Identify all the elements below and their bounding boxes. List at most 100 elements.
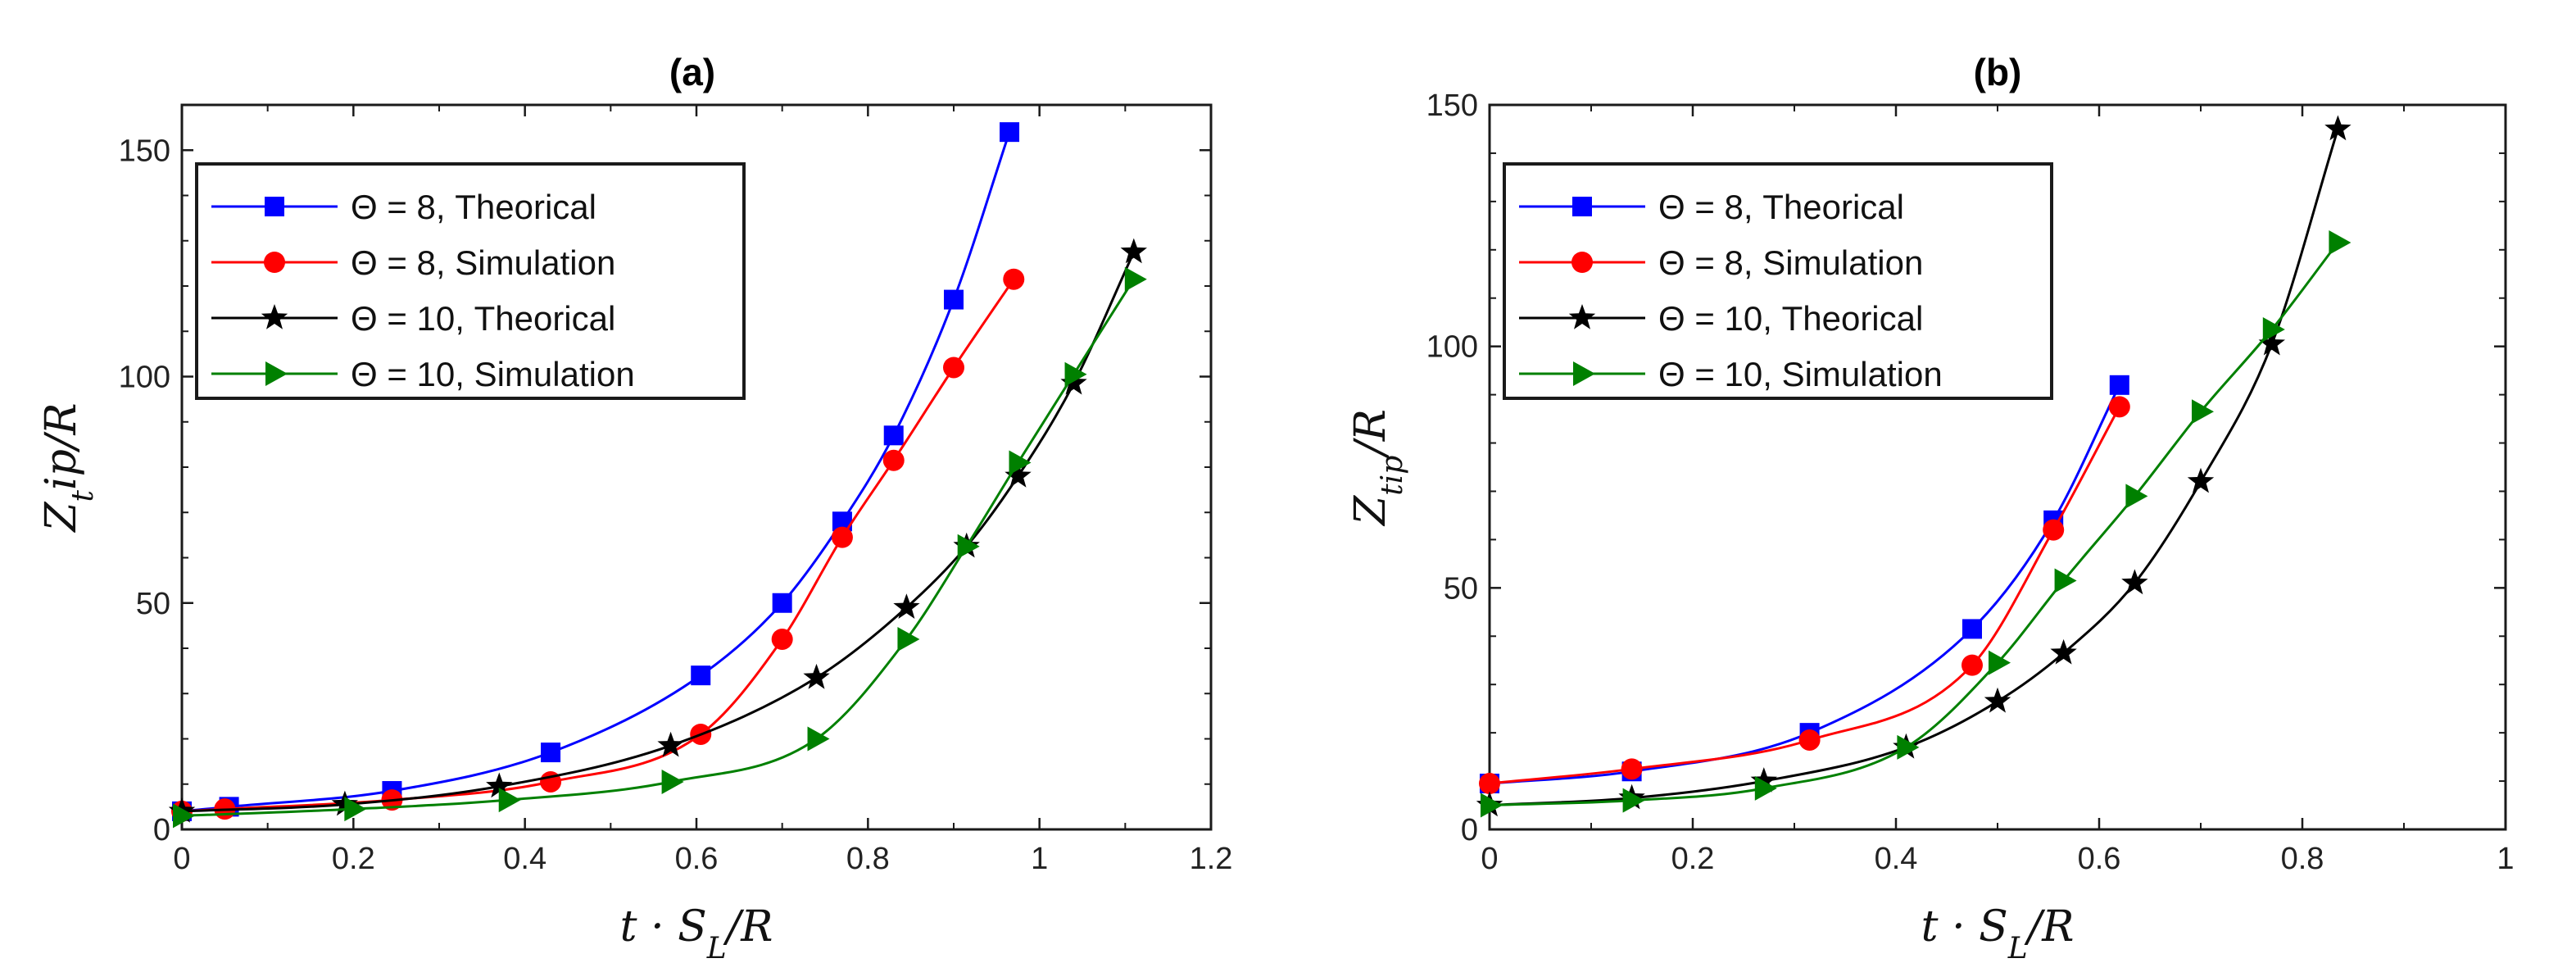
legend-box <box>1503 162 2053 400</box>
legend-marker <box>1572 197 1592 216</box>
data-point <box>2187 467 2215 493</box>
x-tick-label: 0.6 <box>675 842 719 876</box>
y-tick-label: 50 <box>1444 571 1478 606</box>
data-point <box>1750 767 1777 793</box>
legend: Θ = 8, Theorical Θ = 8, Simulation Θ = 10,… <box>1503 162 2053 400</box>
legend-marker <box>1571 252 1593 273</box>
x-tick-label: 0 <box>173 842 190 876</box>
chart-title: (a) <box>669 51 715 93</box>
data-point <box>944 289 964 310</box>
data-point <box>173 803 195 829</box>
data-point <box>2258 329 2285 356</box>
data-point <box>486 772 513 798</box>
data-point <box>1798 729 1821 751</box>
y-tick-label: 100 <box>1426 330 1478 365</box>
data-point <box>943 357 964 379</box>
data-point <box>1989 650 2011 675</box>
legend-marker <box>264 252 285 273</box>
data-point <box>1479 773 1500 795</box>
data-point <box>2262 317 2285 343</box>
data-point <box>1000 122 1020 143</box>
data-point <box>1961 654 1983 676</box>
legend-marker <box>261 304 288 329</box>
x-axis-label: t · SL/R <box>620 902 773 965</box>
data-point <box>2054 568 2077 593</box>
data-point <box>1124 266 1147 292</box>
series-line <box>181 278 1136 817</box>
data-point <box>2324 115 2352 141</box>
data-point <box>1120 238 1147 264</box>
x-tick-label: 1 <box>2497 842 2514 876</box>
data-point <box>2109 375 2129 395</box>
y-tick-label: 150 <box>119 134 170 168</box>
y-tick-label: 150 <box>1426 89 1478 123</box>
data-point <box>2121 569 2148 595</box>
series-3 <box>1481 229 2352 818</box>
data-point <box>772 593 792 613</box>
data-point <box>1060 369 1087 395</box>
legend-marker <box>265 361 288 386</box>
chart-title: (b) <box>1974 51 2022 93</box>
legend-label: Θ = 10, Simulation <box>351 355 635 393</box>
data-point <box>1009 450 1032 475</box>
x-tick-label: 1.2 <box>1190 842 1233 876</box>
chart-panel-b: 0 0.2 0.4 0.6 0.8 1 0 50 100 150 (b) t · SL/R Ztip/R… <box>1346 51 2515 965</box>
legend-label: Θ = 8, Simulation <box>1658 243 1923 282</box>
data-point <box>831 526 853 548</box>
x-tick-label: 0.8 <box>846 842 890 876</box>
data-point <box>803 663 830 689</box>
legend-label: Θ = 10, Theorical <box>1658 299 1923 338</box>
x-tick-label: 1 <box>1031 842 1048 876</box>
data-point <box>1481 793 1503 818</box>
series-line <box>181 131 1011 813</box>
data-point <box>1621 758 1643 780</box>
data-point <box>771 628 793 650</box>
legend-label: Θ = 8, Theorical <box>351 188 596 226</box>
data-point <box>883 425 904 446</box>
chart-panel-a: 0 0.2 0.4 0.6 0.8 1 1.2 0 50 100 150 (a) t · SL/R Zti… <box>37 51 1232 965</box>
data-point <box>657 731 684 757</box>
legend-marker <box>265 197 284 216</box>
data-point <box>893 593 920 619</box>
data-point <box>1897 734 1920 760</box>
legend-label: Θ = 8, Simulation <box>351 243 615 282</box>
data-point <box>1754 775 1777 801</box>
data-point <box>1064 361 1087 387</box>
data-point <box>498 788 521 813</box>
series-line <box>1489 129 2339 806</box>
series-3 <box>173 266 1147 829</box>
data-point <box>1005 462 1032 488</box>
series-line <box>1489 242 2339 806</box>
data-point <box>1962 619 1982 639</box>
data-point <box>807 726 830 752</box>
x-tick-label: 0.2 <box>1671 842 1715 876</box>
data-point <box>882 449 905 471</box>
y-tick-label: 0 <box>153 813 170 847</box>
legend-marker <box>1568 304 1596 329</box>
series-line <box>1489 406 2121 785</box>
data-point <box>541 743 561 763</box>
x-axis-label: t · SL/R <box>1921 902 2075 965</box>
x-tick-label: 0.4 <box>503 842 546 876</box>
data-point <box>1622 788 1645 813</box>
y-axis-label: Ztip/R <box>37 402 100 533</box>
legend: Θ = 8, Theorical Θ = 8, Simulation Θ = 10,… <box>195 162 746 400</box>
data-point <box>2043 519 2065 541</box>
y-tick-label: 50 <box>136 587 170 621</box>
data-point <box>2329 229 2352 255</box>
series-1 <box>1479 396 2130 795</box>
x-tick-label: 0.2 <box>332 842 375 876</box>
data-point <box>897 626 920 652</box>
legend-marker <box>1573 361 1595 386</box>
x-tick-label: 0.4 <box>1875 842 1918 876</box>
legend-label: Θ = 8, Theorical <box>1658 188 1904 226</box>
series-line <box>1489 384 2121 785</box>
y-tick-label: 100 <box>119 361 170 395</box>
data-point <box>2192 399 2214 425</box>
data-point <box>2108 396 2130 418</box>
data-point <box>691 665 711 686</box>
data-point <box>2125 484 2148 509</box>
x-tick-label: 0 <box>1481 842 1498 876</box>
legend-label: Θ = 10, Theorical <box>351 299 615 338</box>
